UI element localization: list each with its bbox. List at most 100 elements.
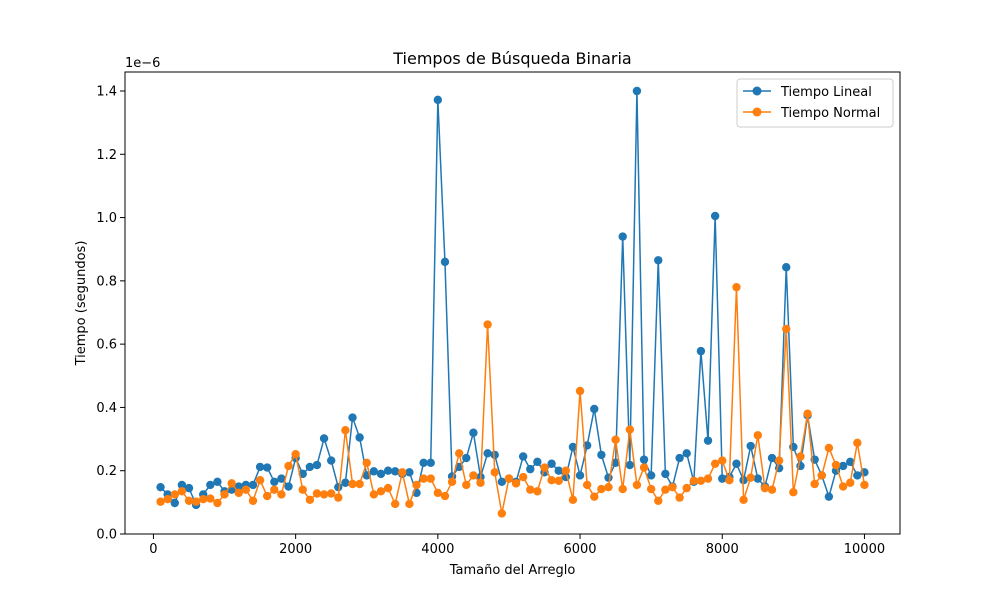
data-point-tiempo-lineal [654,256,663,265]
data-point-tiempo-normal [362,458,371,467]
y-tick-label: 0.2 [96,464,117,479]
data-point-tiempo-normal [739,495,748,505]
data-point-tiempo-normal [199,494,208,504]
data-point-tiempo-normal [390,499,400,509]
x-tick-label: 8000 [706,542,739,557]
y-axis-label: Tiempo (segundos) [74,241,89,367]
data-point-tiempo-normal [462,480,471,490]
data-point-tiempo-normal [497,509,507,518]
data-point-tiempo-normal [326,489,336,498]
data-point-tiempo-normal [426,474,435,483]
data-point-tiempo-lineal [184,483,194,493]
data-point-tiempo-normal [696,476,706,486]
data-point-tiempo-lineal [547,459,556,468]
x-tick-label: 2000 [279,542,312,557]
data-point-tiempo-normal [483,320,492,329]
data-point-tiempo-normal [163,494,172,504]
data-point-tiempo-lineal [518,452,528,461]
data-point-tiempo-lineal [718,474,727,483]
data-point-tiempo-normal [590,492,599,501]
data-point-tiempo-lineal [426,458,435,467]
data-point-tiempo-lineal [326,456,336,465]
data-point-tiempo-normal [177,487,187,496]
data-point-tiempo-normal [668,482,677,492]
legend-marker-tiempo-lineal [752,86,762,96]
data-point-tiempo-normal [789,488,798,497]
y-tick-label: 0.8 [96,274,117,289]
legend-label-tiempo-normal: Tiempo Normal [780,106,880,121]
data-point-tiempo-normal [206,494,215,503]
data-point-tiempo-lineal [319,434,329,443]
data-point-tiempo-lineal [483,449,492,458]
data-point-tiempo-lineal [263,463,272,472]
data-point-tiempo-normal [782,324,791,334]
y-offset-label: 1e−6 [125,56,160,71]
data-point-tiempo-normal [846,478,855,487]
data-point-tiempo-lineal [568,442,578,452]
data-point-tiempo-lineal [383,466,393,475]
y-tick-label: 0.4 [96,401,117,416]
data-point-tiempo-lineal [575,471,585,480]
data-point-tiempo-lineal [682,449,691,458]
data-point-tiempo-normal [454,449,464,458]
x-axis-ticks: 0 2000 4000 6000 8000 10000 [149,534,885,557]
data-point-tiempo-lineal [213,477,222,486]
data-point-tiempo-normal [234,488,243,498]
data-point-tiempo-normal [405,499,414,509]
series-line-tiempo-normal [160,286,866,515]
data-point-tiempo-lineal [646,471,656,480]
data-point-tiempo-normal [803,409,812,418]
data-point-tiempo-normal [398,468,407,477]
data-point-tiempo-normal [376,487,386,496]
data-point-tiempo-normal [774,456,784,465]
data-point-tiempo-lineal [703,436,713,445]
data-point-tiempo-lineal [661,469,670,479]
data-point-tiempo-lineal [305,462,315,472]
data-point-tiempo-normal [319,490,329,499]
legend-marker-tiempo-normal [752,107,762,117]
data-point-tiempo-normal [618,484,627,494]
x-tick-label: 0 [149,542,157,557]
data-point-tiempo-normal [661,485,670,494]
data-point-tiempo-lineal [597,450,606,460]
data-point-tiempo-normal [220,490,229,499]
data-point-tiempo-normal [746,473,755,482]
y-tick-label: 1.2 [96,148,117,163]
data-point-tiempo-lineal [440,257,450,267]
data-point-tiempo-normal [725,476,734,485]
data-point-tiempo-lineal [170,498,179,508]
data-point-tiempo-normal [526,485,535,494]
data-point-tiempo-normal [853,438,862,448]
legend-box [736,78,894,128]
data-point-tiempo-normal [732,282,741,292]
data-point-tiempo-normal [213,498,222,508]
y-tick-label: 0.0 [96,528,117,543]
data-point-tiempo-lineal [846,457,855,467]
data-point-tiempo-normal [568,495,578,505]
x-tick-label: 10000 [844,542,885,557]
data-point-tiempo-lineal [611,458,620,467]
data-point-tiempo-lineal [710,211,720,221]
data-point-tiempo-normal [760,483,770,493]
data-point-tiempo-lineal [732,459,741,468]
plot-area [125,72,900,534]
data-point-tiempo-lineal [824,492,834,501]
data-point-tiempo-lineal [156,482,165,492]
data-point-tiempo-normal [646,484,656,494]
data-point-tiempo-normal [433,488,443,498]
data-point-tiempo-lineal [376,469,386,479]
data-point-tiempo-lineal [348,413,357,422]
data-point-tiempo-lineal [838,461,848,471]
data-point-tiempo-normal [341,426,350,435]
data-point-tiempo-normal [447,477,457,486]
data-point-tiempo-lineal [696,346,706,356]
data-point-tiempo-lineal [533,457,542,467]
data-point-tiempo-lineal [206,480,215,490]
data-point-tiempo-normal [575,386,585,396]
data-point-tiempo-normal [248,496,258,505]
data-point-tiempo-normal [511,479,521,488]
data-point-tiempo-lineal [554,466,563,475]
y-tick-label: 1.0 [96,211,117,226]
series-tiempo-normal [156,282,869,518]
